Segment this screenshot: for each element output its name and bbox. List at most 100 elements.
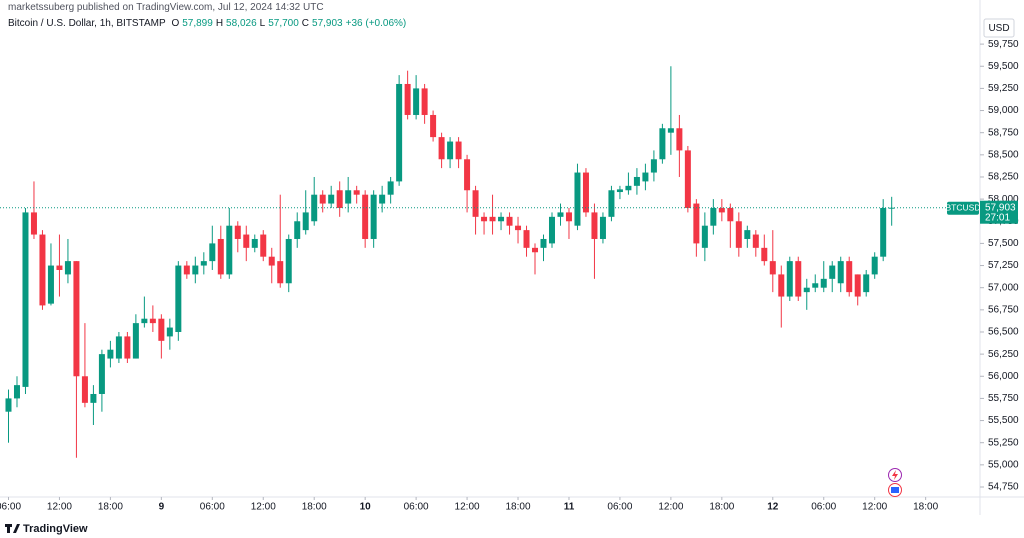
candle-body: [226, 225, 233, 275]
y-tick-label: 56,750: [988, 304, 1019, 315]
candle-body: [871, 256, 878, 275]
candle-body: [302, 212, 309, 231]
candle-body: [56, 265, 63, 270]
candle-body: [39, 234, 46, 306]
ohlc-value: 58,026: [226, 18, 257, 29]
candle-body: [650, 159, 657, 173]
candle-body: [633, 176, 640, 186]
x-tick-label: 12:00: [251, 502, 276, 513]
y-tick-label: 57,000: [988, 282, 1019, 293]
candle-body: [761, 247, 768, 262]
currency-box: [983, 18, 1015, 38]
candle-body: [73, 261, 80, 377]
x-tick-label: 9: [159, 502, 165, 513]
candle-body: [548, 216, 555, 244]
y-tick-label: 55,500: [988, 415, 1019, 426]
x-tick-label: 12:00: [862, 502, 887, 513]
candle-body: [158, 318, 165, 341]
y-tick-label: 56,250: [988, 349, 1019, 360]
currency: USD: [988, 23, 1009, 34]
candle-body: [345, 190, 352, 204]
candle-body: [387, 181, 394, 195]
candle-body: [693, 203, 700, 244]
candle-body: [532, 247, 539, 253]
brand-glyph: [5, 524, 20, 533]
candle-body: [455, 141, 462, 160]
candle-body: [200, 261, 207, 266]
x-tick-label: 06:00: [607, 502, 632, 513]
x-tick-label: 06:00: [200, 502, 225, 513]
candle-body: [812, 283, 819, 288]
candle-body: [251, 238, 258, 248]
candle-body: [769, 261, 776, 275]
candle-body: [115, 336, 122, 359]
candle-body: [701, 225, 708, 248]
last-price-label: 57,903: [985, 202, 1016, 213]
candle-body: [430, 114, 437, 138]
x-tick-label: 06:00: [811, 502, 836, 513]
candle-body: [362, 194, 369, 239]
event-icon-glyph: [891, 487, 899, 493]
candle-body: [47, 265, 54, 304]
y-tick-label: 55,750: [988, 393, 1019, 404]
candle-body: [863, 274, 870, 293]
candle-body: [515, 225, 522, 231]
candle-body: [268, 256, 275, 266]
candle-body: [616, 189, 623, 193]
candle-body: [336, 190, 343, 208]
x-tick-label: 18:00: [302, 502, 327, 513]
x-tick-label: 06:00: [404, 502, 429, 513]
candle-body: [735, 221, 742, 248]
candle-body: [574, 172, 581, 226]
ohlc-key: C: [301, 18, 310, 29]
x-tick-label: 12: [767, 502, 779, 513]
candle-body: [803, 287, 810, 293]
candle-body: [294, 221, 301, 239]
y-tick-label: 58,750: [988, 127, 1019, 138]
candle-body: [880, 207, 887, 257]
x-tick-label: 10: [360, 502, 372, 513]
candle-body: [277, 261, 284, 284]
candle-body: [149, 318, 156, 324]
candle-body: [328, 194, 335, 204]
legend-row: Bitcoin / U.S. Dollar, 1h, BITSTAMP O 57,…: [8, 18, 409, 29]
candle-body: [820, 278, 827, 288]
candle-body: [396, 83, 403, 182]
x-tick-label: 06:00: [0, 502, 21, 513]
candle-body: [795, 261, 802, 297]
candle-body: [523, 230, 530, 248]
candle-body: [608, 190, 615, 217]
symbol-tag: BTCUSD: [946, 202, 981, 212]
candle-body: [5, 398, 12, 412]
y-tick-label: 59,500: [988, 61, 1019, 72]
candle-body: [481, 216, 488, 222]
brand-logo: TradingView: [5, 523, 88, 535]
x-tick-label: 18:00: [913, 502, 938, 513]
candle-body: [234, 225, 241, 239]
candle-body: [98, 354, 105, 394]
y-tick-label: 58,000: [988, 194, 1019, 205]
x-tick-label: 12:00: [455, 502, 480, 513]
ohlc-value: 57,700: [268, 18, 299, 29]
event-icon-glyph: [892, 470, 898, 480]
candle-body: [22, 212, 29, 387]
candle-body: [209, 243, 216, 262]
candle-body: [710, 207, 717, 226]
candle-body: [64, 261, 71, 275]
candle-body: [489, 216, 496, 222]
y-tick-label: 58,500: [988, 149, 1019, 160]
symbol-title: Bitcoin / U.S. Dollar, 1h, BITSTAMP: [8, 18, 166, 29]
candle-body: [285, 238, 292, 284]
candle-body: [744, 230, 751, 239]
x-tick-label: 18:00: [98, 502, 123, 513]
candle-body: [786, 261, 793, 297]
ohlc-value: 57,899: [182, 18, 213, 29]
candle-body: [565, 212, 572, 222]
candle-body: [243, 234, 250, 248]
candle-body: [718, 207, 725, 213]
candle-body: [676, 128, 683, 151]
symbol-tag-box: [947, 201, 979, 215]
candles: [5, 66, 895, 458]
y-tick-label: 55,000: [988, 459, 1019, 470]
